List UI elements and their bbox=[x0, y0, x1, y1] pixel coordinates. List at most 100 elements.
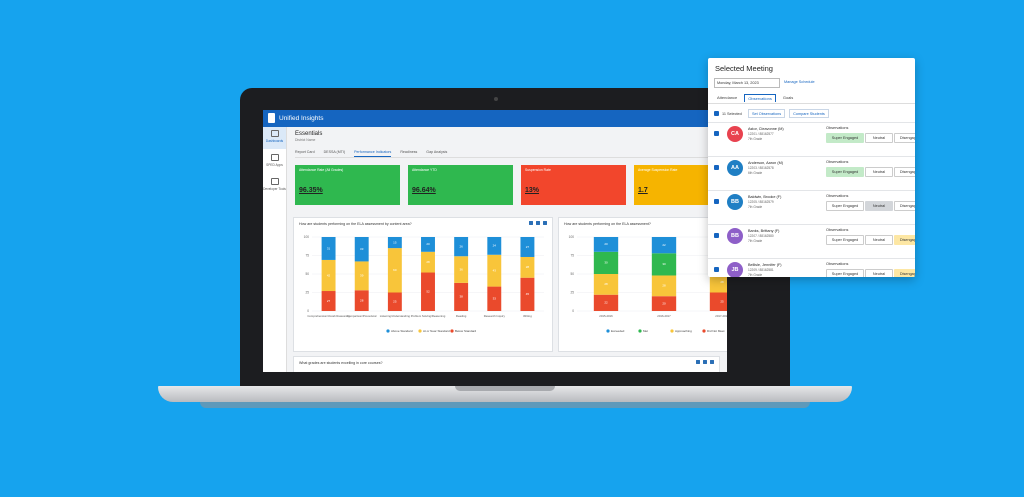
x-tick-label: 2017-2018 bbox=[715, 314, 727, 318]
tool-icon[interactable] bbox=[543, 221, 547, 225]
sidebar-label: SPED Apps bbox=[266, 162, 283, 167]
panel-title: What grades are students excelling in co… bbox=[299, 361, 383, 365]
observation-chip[interactable]: Neutral bbox=[865, 235, 893, 245]
tool-icon[interactable] bbox=[710, 360, 714, 364]
panel-title: How are students performing on the ELA a… bbox=[299, 222, 412, 226]
student-checkbox[interactable] bbox=[714, 165, 719, 170]
data-label: 42 bbox=[327, 273, 331, 277]
kpi-value: 1.7 bbox=[638, 187, 648, 194]
meeting-tab[interactable]: Attendance bbox=[717, 95, 738, 100]
sidebar-item[interactable]: Dashboards bbox=[263, 127, 286, 149]
bar-segment bbox=[709, 292, 727, 311]
data-label: 20 bbox=[662, 301, 666, 305]
tab[interactable]: Gap Analysis bbox=[426, 150, 448, 154]
tool-icon[interactable] bbox=[529, 221, 533, 225]
tab[interactable]: Performance Indicators bbox=[354, 148, 392, 157]
observation-chip[interactable]: Super Engaged bbox=[826, 269, 864, 277]
legend-label: Above Standard bbox=[391, 329, 413, 333]
data-label: 30 bbox=[604, 261, 608, 265]
observation-chip[interactable]: Neutral bbox=[865, 269, 893, 277]
observation-chip[interactable]: Super Engaged bbox=[826, 167, 864, 177]
page-title: Essentials bbox=[295, 131, 323, 137]
data-label: 24 bbox=[493, 244, 497, 248]
student-name[interactable]: Anderson, Aaron (M) bbox=[748, 161, 784, 165]
sidebar-item[interactable]: SPED Apps bbox=[263, 151, 286, 173]
student-grade: 7th Grade bbox=[748, 272, 763, 277]
schedule-link[interactable]: Manage Schedule bbox=[784, 80, 815, 84]
legend-swatch bbox=[638, 329, 642, 333]
chart-panel: How are students performing on the ELA a… bbox=[293, 217, 553, 352]
student-id: 12203 / 88162578 bbox=[748, 166, 774, 170]
observation-chip[interactable]: Neutral bbox=[865, 133, 893, 143]
student-checkbox[interactable] bbox=[714, 199, 719, 204]
kpi-card: Attendance Rate (All Grades) 96.35% bbox=[295, 165, 400, 205]
meeting-tab[interactable]: Observations bbox=[744, 94, 776, 102]
sidebar-item[interactable]: Developer Tools bbox=[263, 175, 286, 197]
observation-chip[interactable]: Disengaged bbox=[894, 167, 915, 177]
toolbar-button[interactable]: Set Observations bbox=[748, 109, 786, 118]
observation-chip[interactable]: Disengaged bbox=[894, 201, 915, 211]
student-checkbox[interactable] bbox=[714, 267, 719, 272]
tab[interactable]: DESSA (MTI) bbox=[323, 150, 346, 154]
chart-panel: What grades are students excelling in co… bbox=[293, 356, 720, 372]
bar-segment bbox=[387, 248, 402, 293]
observations-label: Observations bbox=[826, 160, 849, 164]
meeting-tab[interactable]: Goals bbox=[782, 95, 794, 100]
observation-chip[interactable]: Super Engaged bbox=[826, 235, 864, 245]
content: Essentials District Name Report Card DESS… bbox=[287, 127, 727, 372]
student-avatar: CA bbox=[727, 126, 743, 142]
toolbar-button[interactable]: Compare Students bbox=[789, 109, 829, 118]
data-label: 15 bbox=[393, 240, 397, 244]
bar-segment bbox=[421, 251, 435, 273]
student-checkbox[interactable] bbox=[714, 233, 719, 238]
kpi-label: Suspension Rate bbox=[525, 168, 551, 172]
student-grade: 7th Grade bbox=[748, 136, 763, 141]
bar-segment bbox=[593, 274, 619, 295]
bar-segment bbox=[651, 275, 677, 297]
data-label: 28 bbox=[526, 265, 530, 269]
select-all-checkbox[interactable] bbox=[714, 111, 719, 116]
bar-segment bbox=[321, 291, 336, 311]
student-avatar: BB bbox=[727, 228, 743, 244]
student-checkbox[interactable] bbox=[714, 131, 719, 136]
tab[interactable]: Readiness bbox=[400, 150, 418, 154]
bar-segment bbox=[387, 237, 402, 249]
data-label: 25 bbox=[720, 300, 724, 304]
tab[interactable]: Report Card bbox=[295, 150, 315, 154]
observation-chip[interactable]: Disengaged bbox=[894, 133, 915, 143]
bar-segment bbox=[454, 282, 469, 311]
y-tick-label: 50 bbox=[305, 272, 309, 276]
kpi-card: Suspension Rate 13% bbox=[521, 165, 626, 205]
app-header: Unified Insights bbox=[263, 110, 727, 127]
bar-segment bbox=[354, 237, 369, 262]
bar-segment bbox=[454, 256, 469, 283]
data-label: 33 bbox=[493, 297, 497, 301]
student-name[interactable]: Astor, Cleavonne (M) bbox=[748, 127, 784, 131]
y-tick-label: 25 bbox=[305, 290, 309, 294]
data-label: 33 bbox=[360, 247, 364, 251]
date-select[interactable]: Monday, March 13, 2023 bbox=[714, 78, 780, 88]
student-name[interactable]: Banks, Brittany (F) bbox=[748, 229, 780, 233]
observation-chip[interactable]: Neutral bbox=[865, 167, 893, 177]
data-label: 45 bbox=[526, 292, 530, 296]
legend-swatch bbox=[702, 329, 706, 333]
observation-chip[interactable]: Disengaged bbox=[894, 269, 915, 277]
observation-chip[interactable]: Disengaged bbox=[894, 235, 915, 245]
data-label: 28 bbox=[426, 260, 430, 264]
bar-segment bbox=[520, 256, 535, 278]
student-grade: 7th Grade bbox=[748, 238, 763, 243]
tool-icon[interactable] bbox=[696, 360, 700, 364]
tool-icon[interactable] bbox=[536, 221, 540, 225]
student-row: CA Astor, Cleavonne (M) 12201 / 88162577 7t… bbox=[708, 122, 915, 156]
observation-chip[interactable]: Super Engaged bbox=[826, 201, 864, 211]
x-tick-label: Reading bbox=[456, 314, 467, 318]
sidebar-icon bbox=[270, 178, 279, 185]
student-name[interactable]: Baldwin, Brooke (F) bbox=[748, 195, 782, 199]
student-row: JB Bellisle, Jennifer (F) 12209 / 88162581… bbox=[708, 258, 915, 277]
tool-icon[interactable] bbox=[703, 360, 707, 364]
bar-segment bbox=[487, 254, 502, 287]
observation-chip[interactable]: Neutral bbox=[865, 201, 893, 211]
observation-chip[interactable]: Super Engaged bbox=[826, 133, 864, 143]
student-name[interactable]: Bellisle, Jennifer (F) bbox=[748, 263, 782, 267]
sidebar-label: Dashboards bbox=[265, 138, 284, 143]
